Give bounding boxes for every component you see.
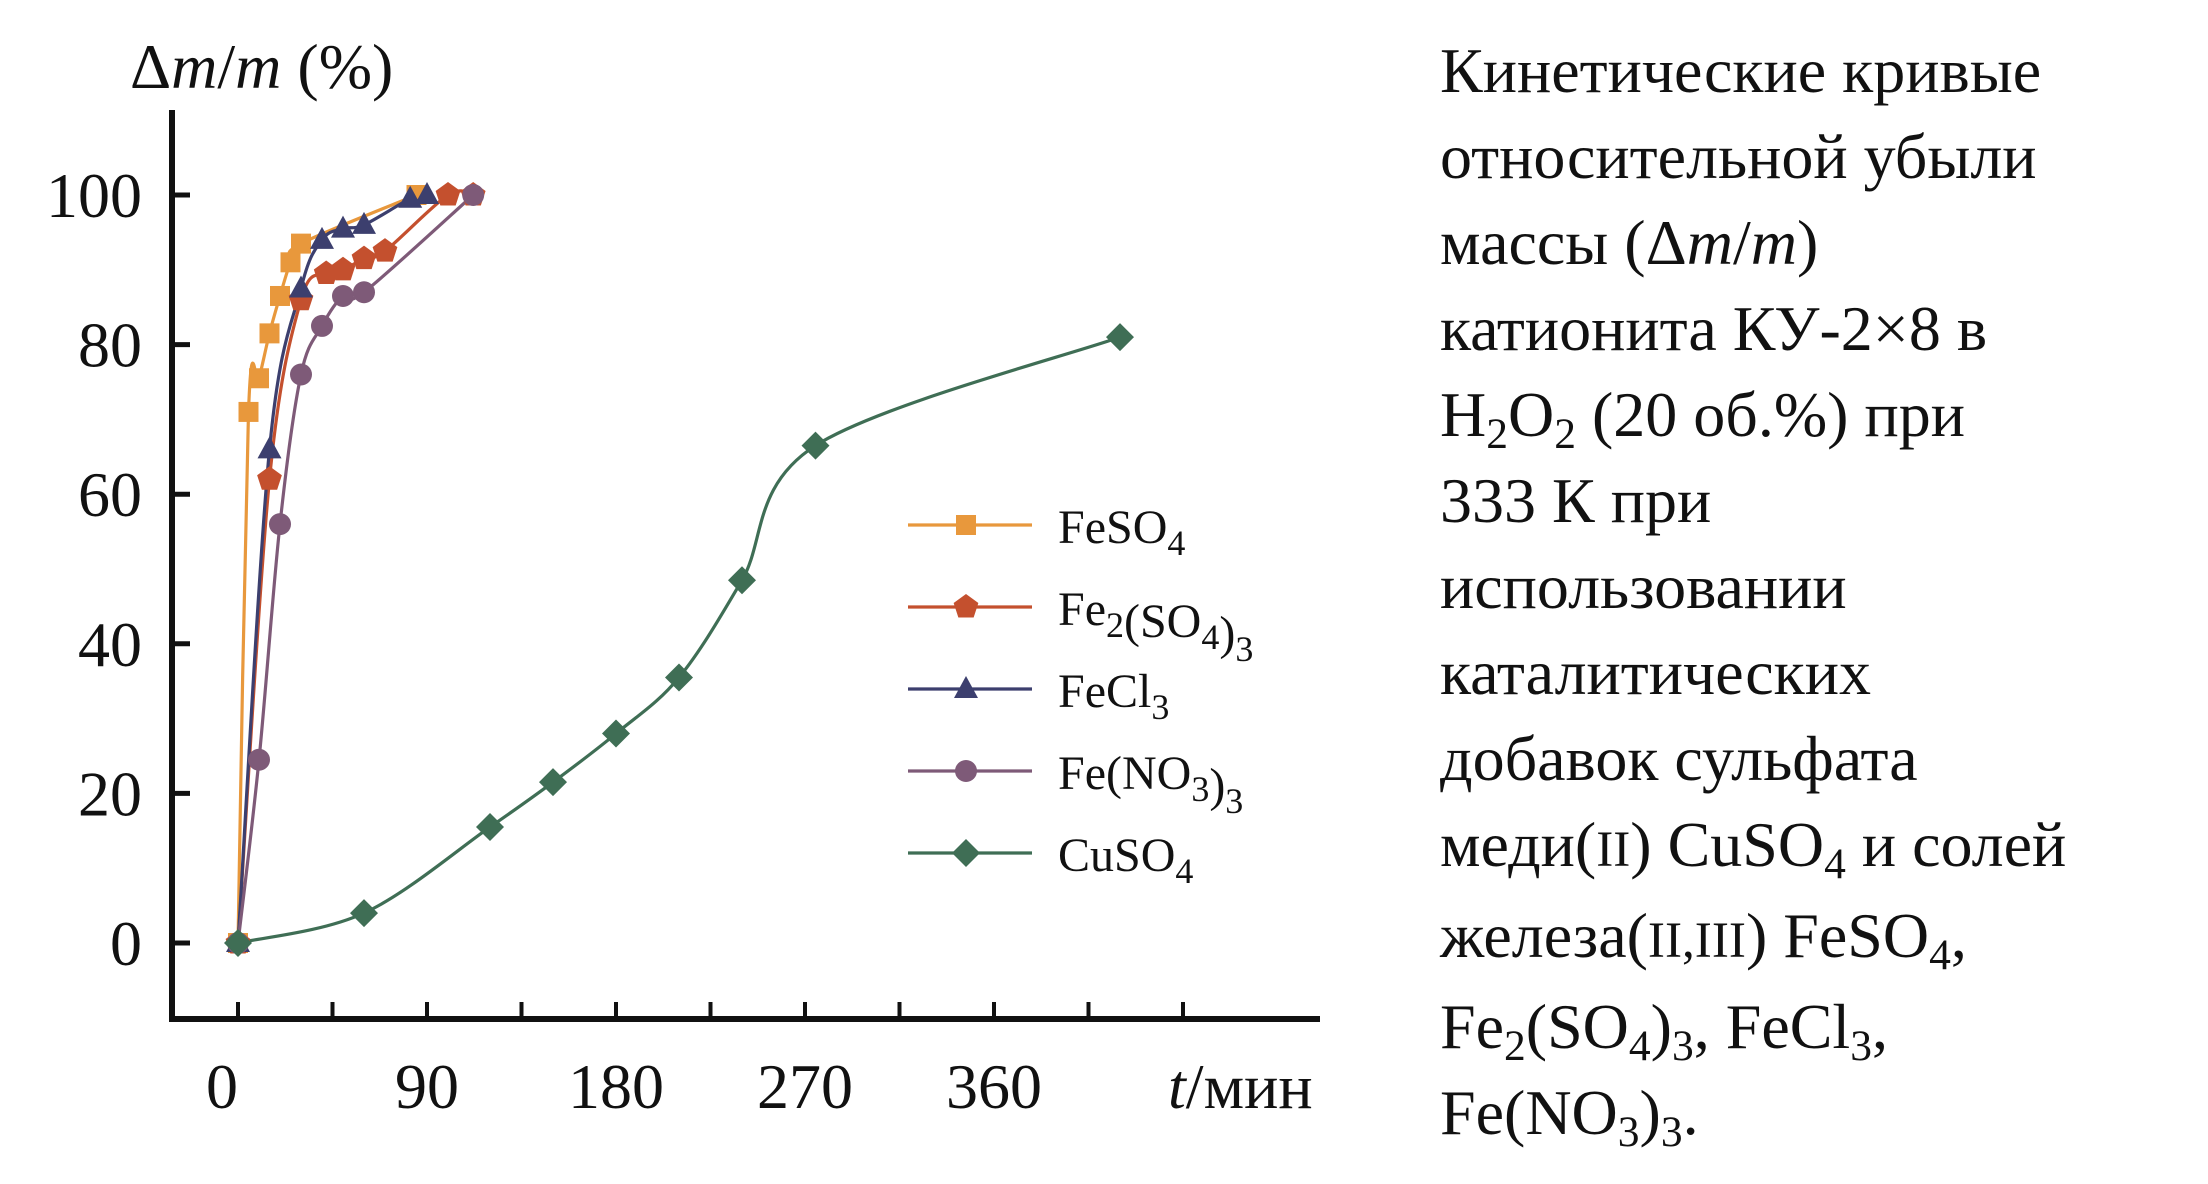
data-point (352, 211, 376, 234)
data-point (249, 368, 269, 389)
kinetic-chart: 0 20 40 60 80 100 0 90 180 270 360 Δm/m (%) t/мин… (46, 31, 1320, 1122)
legend-label: FeSO4 (1058, 501, 1185, 563)
data-point (238, 401, 259, 422)
data-point (1106, 323, 1134, 352)
x-axis-title: t/мин (1168, 1051, 1313, 1122)
y-tick-label: 60 (78, 459, 142, 530)
x-tick-label: 180 (568, 1051, 664, 1122)
data-point (351, 245, 377, 270)
caption-line: использовании (1440, 551, 1847, 622)
legend-label: CuSO4 (1058, 829, 1193, 891)
y-axis-title: Δm/m (%) (130, 31, 393, 102)
data-point (665, 663, 693, 692)
data-point (602, 719, 630, 748)
data-point (280, 252, 301, 273)
x-tick-label: 90 (395, 1051, 459, 1122)
series-line (236, 193, 418, 944)
series-line (236, 193, 475, 944)
y-tick-label: 100 (46, 160, 142, 231)
caption-line: Кинетические кривые (1440, 35, 2042, 106)
x-tick-label: 360 (946, 1051, 1042, 1122)
figure-caption: Кинетические кривые относительной убыли … (1440, 28, 2200, 1156)
data-point (462, 184, 485, 206)
caption-line: относительной убыли (1440, 121, 2037, 192)
data-point (353, 281, 375, 304)
data-point (331, 215, 355, 238)
data-point (257, 466, 282, 490)
data-point (270, 285, 290, 306)
data-point (248, 748, 270, 771)
data-point (332, 284, 354, 307)
data-point (257, 436, 282, 459)
data-point (289, 275, 313, 298)
y-tick-label: 20 (78, 758, 142, 829)
x-tick-label: 0 (206, 1051, 238, 1122)
caption-line: 333 К при (1440, 465, 1712, 536)
series-markers (224, 182, 1134, 957)
series-lines (236, 189, 1121, 945)
y-tick-label: 40 (78, 609, 142, 680)
legend-marker (955, 760, 977, 782)
y-tick-label: 0 (110, 908, 142, 979)
legend-marker (956, 515, 976, 535)
x-axis-label: t/мин (1168, 1051, 1313, 1122)
y-ticks: 0 20 40 60 80 100 (46, 160, 190, 979)
caption-line: Fe(NO3)3. (1440, 1077, 1699, 1157)
data-point (435, 182, 461, 206)
x-ticks: 0 90 180 270 360 (206, 1002, 1185, 1122)
caption-line: массы (Δm/m) (1440, 207, 1819, 278)
legend-label: FeCl3 (1058, 665, 1169, 727)
data-point (801, 431, 830, 460)
data-point (259, 323, 280, 344)
caption-line: катионита КУ-2×8 в (1440, 293, 1988, 364)
data-point (269, 513, 291, 536)
legend-label: Fe(NO3)3 (1058, 747, 1243, 821)
series-line (236, 193, 428, 944)
caption-line: добавок сульфата (1440, 723, 1918, 794)
y-tick-label: 80 (78, 310, 142, 381)
data-point (330, 256, 356, 281)
data-point (539, 768, 567, 797)
x-tick-label: 270 (757, 1051, 853, 1122)
legend-label: Fe2(SO4)3 (1058, 583, 1253, 669)
data-point (290, 363, 312, 386)
legend-marker (953, 594, 979, 618)
legend-marker (952, 839, 980, 867)
caption-line: каталитических (1440, 637, 1871, 708)
caption-line: меди(II) CuSO4 и солей (1440, 809, 2067, 889)
series-line (237, 335, 1121, 945)
data-point (311, 314, 333, 337)
caption-line: железа(II,III) FeSO4, (1440, 900, 1967, 980)
caption-line: Fe2(SO4)3, FeCl3, (1440, 991, 1888, 1071)
axes (169, 110, 1320, 1022)
data-point (476, 813, 504, 842)
data-point (224, 929, 252, 957)
data-point (291, 233, 311, 254)
legend-marker (954, 676, 978, 698)
data-point (728, 566, 756, 595)
data-point (310, 226, 334, 249)
data-point (350, 899, 378, 928)
y-axis-label: Δm/m (%) (130, 31, 393, 102)
data-point (415, 182, 439, 204)
caption-line: H2O2 (20 об.%) при (1440, 379, 1965, 459)
data-point (372, 238, 398, 262)
